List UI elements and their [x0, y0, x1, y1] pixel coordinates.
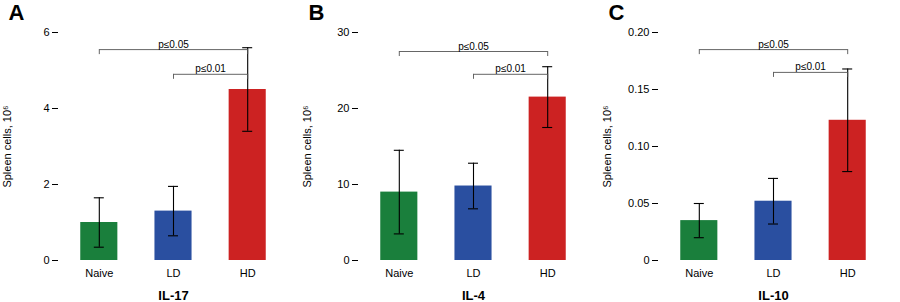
svg-text:0: 0 — [343, 254, 349, 266]
svg-text:0.15: 0.15 — [628, 83, 649, 95]
svg-text:Naive: Naive — [85, 267, 113, 279]
svg-text:0: 0 — [643, 254, 649, 266]
svg-text:HD: HD — [840, 267, 856, 279]
svg-text:Spleen cells, 10⁶: Spleen cells, 10⁶ — [1, 105, 13, 187]
svg-text:Naive: Naive — [385, 267, 413, 279]
svg-text:Spleen cells, 10⁶: Spleen cells, 10⁶ — [601, 105, 613, 187]
svg-text:IL-4: IL-4 — [462, 288, 486, 302]
svg-text:p≤0.01: p≤0.01 — [795, 61, 826, 72]
svg-text:LD: LD — [466, 267, 480, 279]
svg-text:0.05: 0.05 — [628, 197, 649, 209]
svg-text:IL-17: IL-17 — [158, 288, 188, 302]
svg-text:LD: LD — [166, 267, 180, 279]
svg-text:B: B — [309, 0, 325, 25]
svg-text:LD: LD — [766, 267, 780, 279]
svg-text:C: C — [609, 0, 625, 25]
svg-text:10: 10 — [337, 178, 349, 190]
svg-text:p≤0.05: p≤0.05 — [458, 41, 489, 52]
svg-text:6: 6 — [43, 26, 49, 38]
svg-text:30: 30 — [337, 26, 349, 38]
svg-text:Spleen cells, 10⁶: Spleen cells, 10⁶ — [301, 105, 313, 187]
svg-text:IL-10: IL-10 — [758, 288, 788, 302]
svg-text:p≤0.01: p≤0.01 — [195, 63, 226, 74]
svg-text:A: A — [9, 0, 25, 25]
svg-text:20: 20 — [337, 102, 349, 114]
svg-text:0: 0 — [43, 254, 49, 266]
svg-text:2: 2 — [43, 178, 49, 190]
svg-text:0.20: 0.20 — [628, 26, 649, 38]
svg-text:HD: HD — [240, 267, 256, 279]
svg-text:Naive: Naive — [685, 267, 713, 279]
svg-text:4: 4 — [43, 102, 49, 114]
svg-text:HD: HD — [540, 267, 556, 279]
svg-text:p≤0.05: p≤0.05 — [158, 39, 189, 50]
svg-text:0.10: 0.10 — [628, 140, 649, 152]
svg-text:p≤0.01: p≤0.01 — [495, 63, 526, 74]
svg-text:p≤0.05: p≤0.05 — [758, 39, 789, 50]
